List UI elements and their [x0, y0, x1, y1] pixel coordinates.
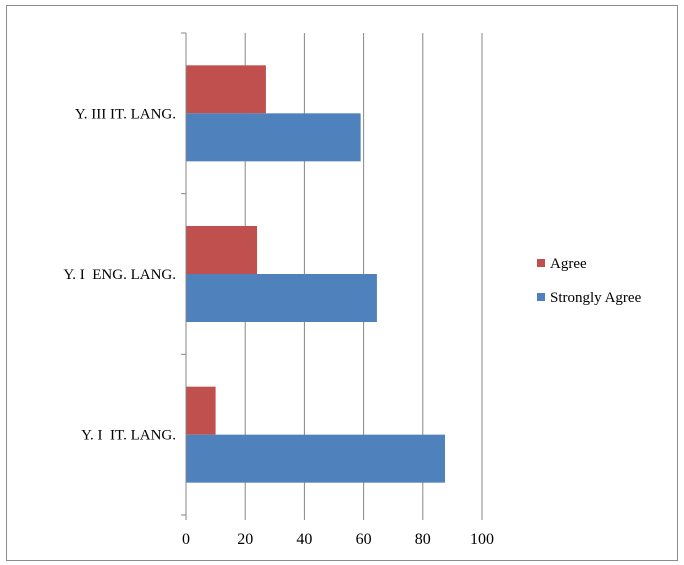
category-label: Y. I IT. LANG. [81, 428, 176, 444]
x-tick-label: 20 [237, 531, 253, 548]
category-labels: Y. I IT. LANG. Y. I ENG. LANG. Y. III IT. … [63, 106, 176, 443]
legend-label: Strongly Agree [550, 290, 642, 306]
x-tick-label: 100 [470, 531, 494, 548]
legend-swatch [537, 259, 545, 267]
category-label: Y. I ENG. LANG. [63, 267, 176, 283]
legend-label: Agree [550, 256, 587, 272]
bars [186, 65, 445, 483]
x-tick-label: 60 [356, 531, 372, 548]
legend: Agree Strongly Agree [537, 256, 642, 306]
bar-strongly-agree [186, 113, 361, 162]
category-label: Y. III IT. LANG. [75, 106, 176, 122]
bar-agree [186, 226, 258, 274]
bar-agree [186, 65, 266, 114]
bar-agree [186, 386, 216, 435]
x-tick-label: 40 [296, 531, 312, 548]
tick-labels: 0 20 40 60 80 100 [182, 531, 494, 548]
x-tick-label: 80 [415, 531, 431, 548]
axes [181, 32, 483, 520]
bar-strongly-agree [186, 274, 377, 322]
x-tick-label: 0 [182, 531, 190, 548]
legend-swatch [537, 293, 545, 301]
bar-strongly-agree [186, 434, 445, 483]
